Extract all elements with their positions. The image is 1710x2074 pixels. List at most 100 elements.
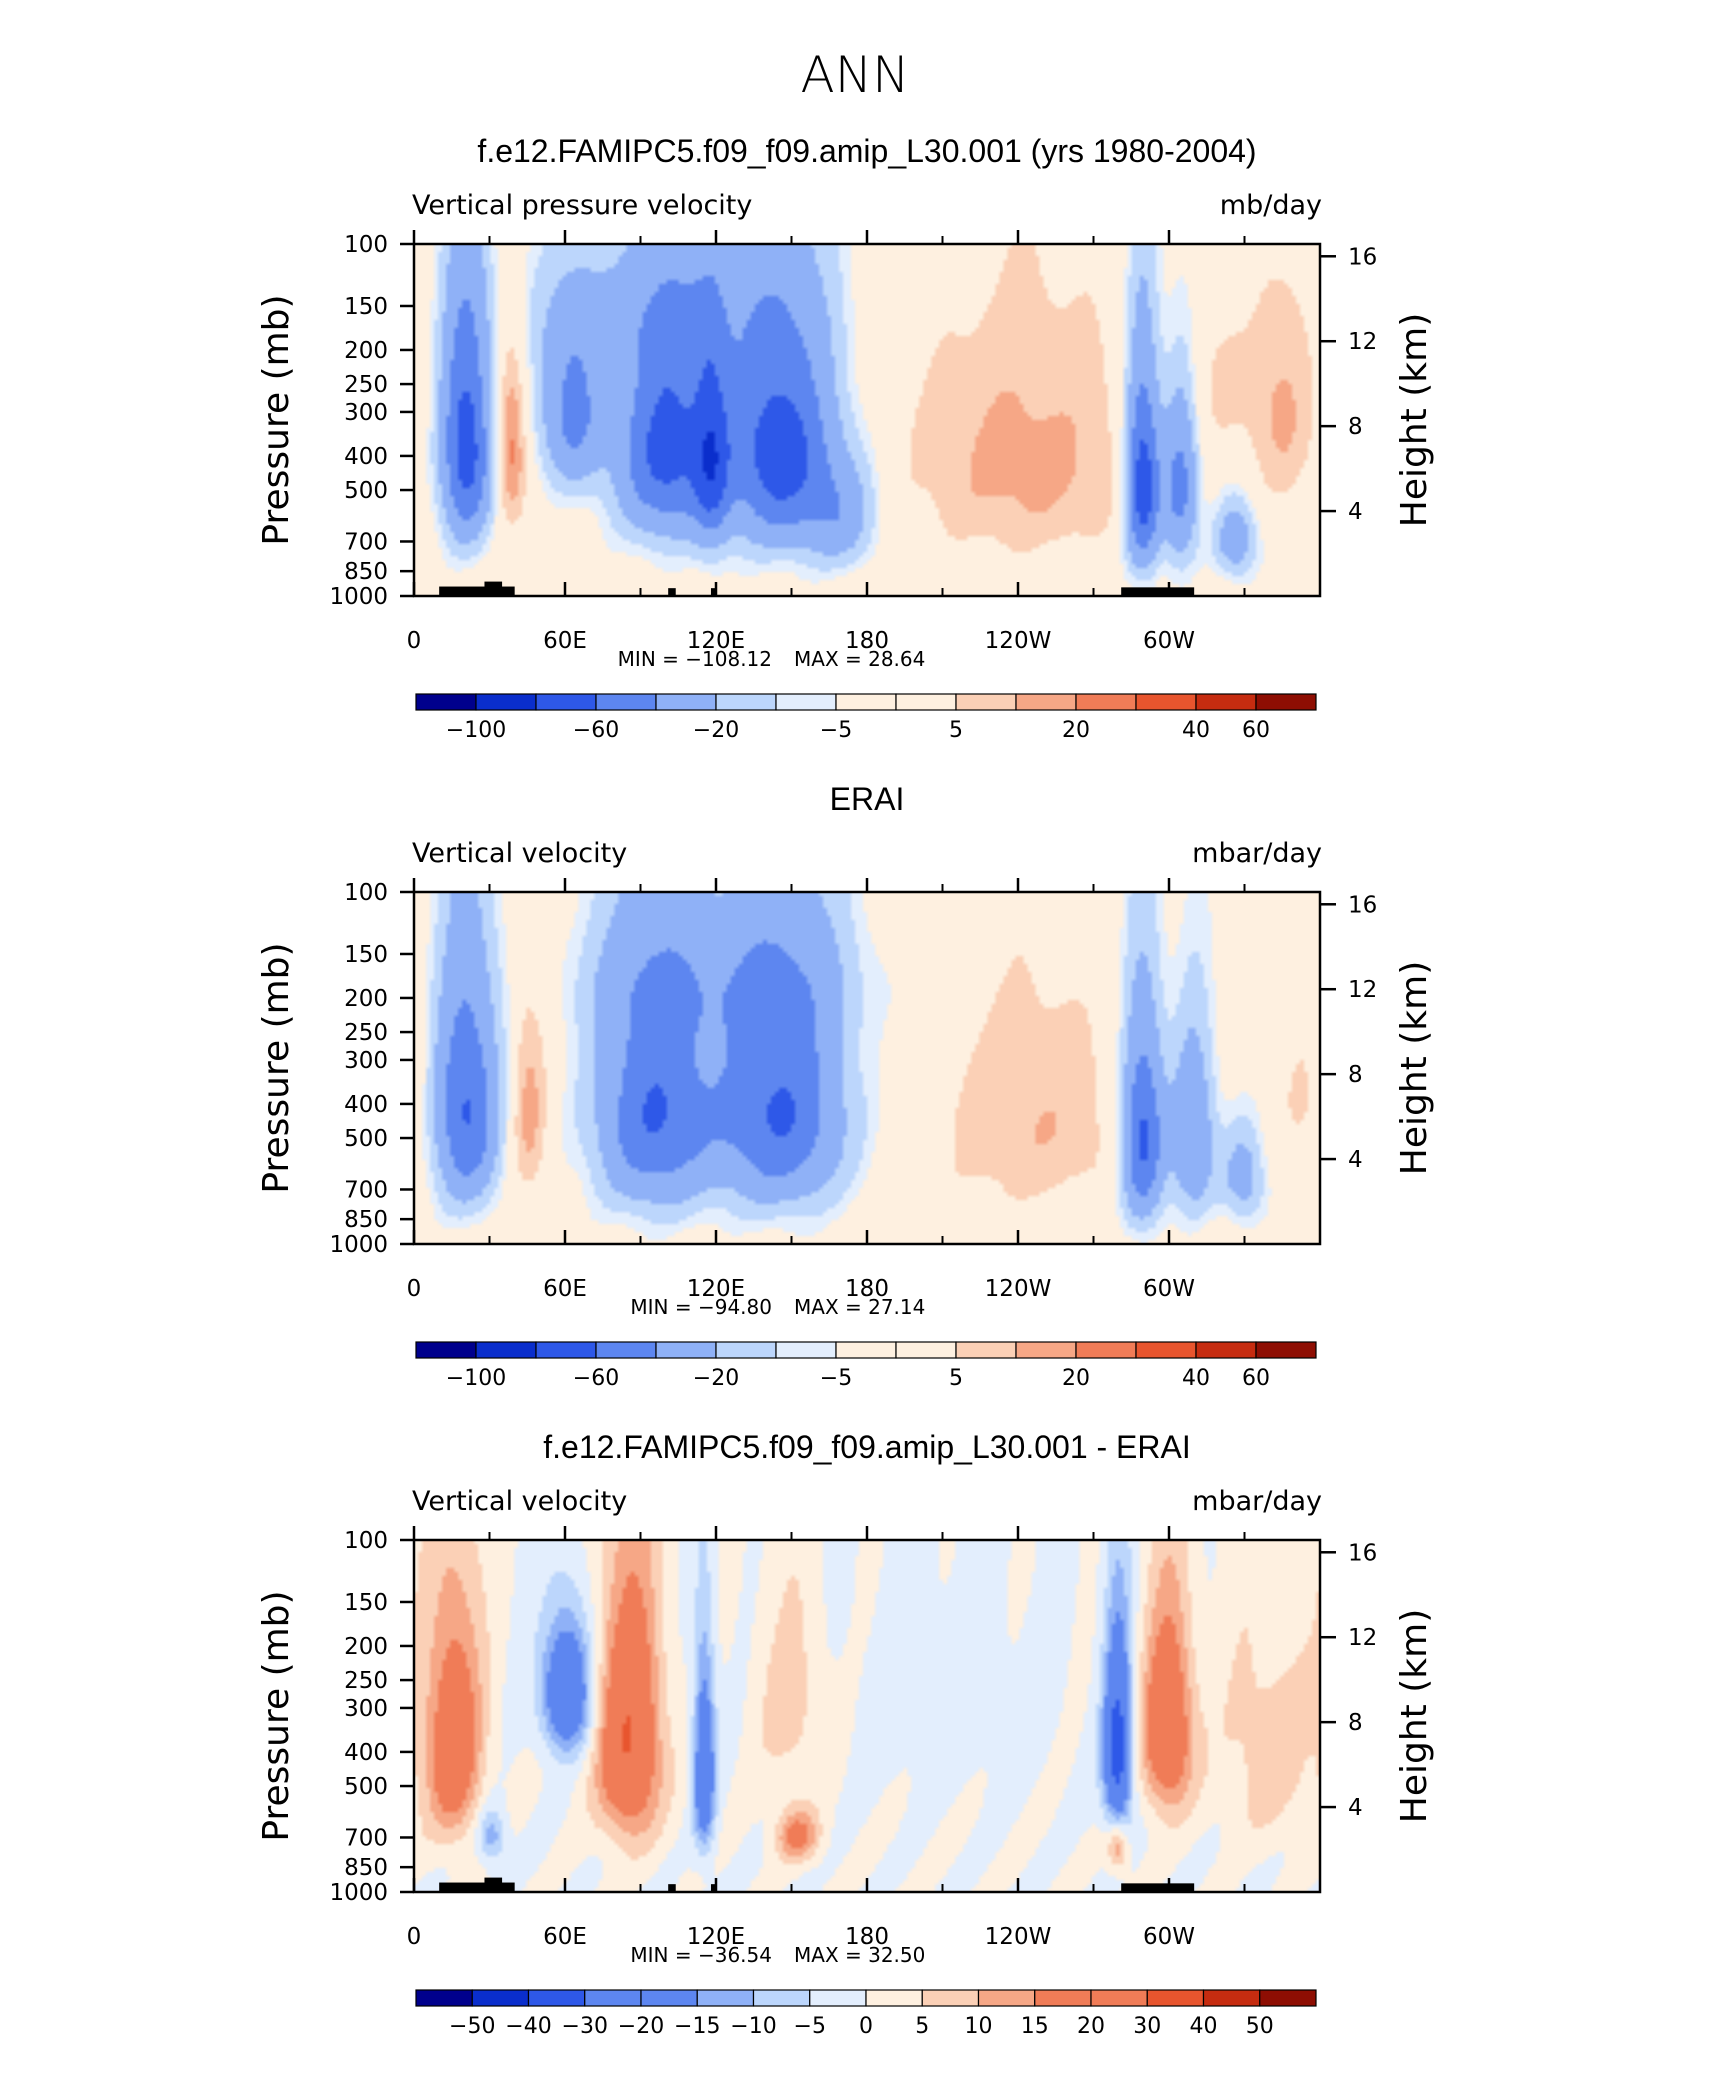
min-label: MIN = −36.54 (630, 1943, 772, 1967)
colorbar-label: 60 (1242, 718, 1270, 743)
colorbar-label: 10 (965, 2014, 993, 2039)
y2-tick-label: 8 (1348, 1710, 1363, 1736)
y-tick-label: 400 (344, 1092, 388, 1118)
x-tick-label: 120E (687, 1924, 745, 1950)
colorbar-swatch (955, 693, 1017, 711)
colorbar-swatch (977, 1989, 1036, 2007)
y-tick-label: 700 (344, 529, 388, 555)
y-axis-label: Pressure (mb) (256, 942, 297, 1193)
colorbar-swatch (1090, 1989, 1148, 2007)
x-tick-label: 180 (845, 628, 889, 654)
y-tick-label: 400 (344, 1740, 388, 1766)
y-tick-label: 250 (344, 372, 388, 398)
terrain-mask (668, 588, 676, 596)
colorbar-swatch (1255, 1341, 1317, 1359)
x-tick-label: 0 (407, 628, 422, 654)
y-tick-label: 850 (344, 559, 388, 585)
colorbar-label: −40 (505, 2014, 551, 2039)
x-tick-label: 120E (687, 1276, 745, 1302)
colorbar-swatch (471, 1989, 530, 2007)
colorbar-label: 60 (1242, 1366, 1270, 1391)
x-tick-label: 60E (543, 1276, 587, 1302)
x-tick-label: 0 (407, 1276, 422, 1302)
y-tick-label: 150 (344, 1590, 388, 1616)
x-tick-label: 60W (1143, 1276, 1195, 1302)
colorbar-swatch (1135, 693, 1197, 711)
colorbar-swatch (1259, 1989, 1317, 2007)
colorbar-label: −15 (674, 2014, 720, 2039)
colorbar-label: −20 (693, 718, 739, 743)
contour-field (414, 244, 1320, 596)
colorbar-label: 0 (859, 2014, 873, 2039)
colorbar-swatch (835, 693, 897, 711)
colorbar-swatch (655, 1341, 717, 1359)
main-title: ANN (800, 46, 909, 104)
max-label: MAX = 28.64 (794, 647, 925, 671)
colorbar-swatch (415, 693, 477, 711)
colorbar-swatch (415, 1341, 477, 1359)
units-label: mbar/day (1192, 1486, 1322, 1517)
y2-tick-label: 12 (1348, 1625, 1377, 1651)
y2-tick-label: 4 (1348, 1795, 1363, 1821)
colorbar-label: 40 (1182, 1366, 1210, 1391)
colorbar-swatch (535, 693, 597, 711)
terrain-mask (710, 1884, 716, 1892)
contour-field (414, 1540, 1320, 1892)
y2-axis-label: Height (km) (1394, 313, 1435, 527)
y-tick-label: 300 (344, 400, 388, 426)
variable-label: Vertical velocity (412, 1486, 627, 1517)
colorbar-swatch (475, 693, 537, 711)
units-label: mbar/day (1192, 838, 1322, 869)
colorbar-swatch (1202, 1989, 1261, 2007)
colorbar-label: 30 (1133, 2014, 1161, 2039)
colorbar-swatch (696, 1989, 755, 2007)
colorbar-swatch (775, 693, 837, 711)
colorbar-label: 20 (1077, 2014, 1105, 2039)
terrain-mask (1121, 1883, 1195, 1892)
x-tick-label: 120W (985, 628, 1052, 654)
colorbar-label: −60 (573, 1366, 619, 1391)
colorbar-label: 40 (1182, 718, 1210, 743)
colorbar-label: −10 (730, 2014, 776, 2039)
x-tick-label: 60W (1143, 628, 1195, 654)
colorbar-swatch (535, 1341, 597, 1359)
colorbar-label: −100 (446, 1366, 506, 1391)
colorbar-swatch (1195, 693, 1257, 711)
x-tick-label: 120W (985, 1276, 1052, 1302)
colorbar-swatch (1146, 1989, 1205, 2007)
y-tick-label: 200 (344, 338, 388, 364)
colorbar-label: −5 (820, 718, 852, 743)
panel-title: ERAI (830, 781, 905, 817)
colorbar-swatch (640, 1989, 698, 2007)
y-tick-label: 500 (344, 1774, 388, 1800)
colorbar-swatch (595, 693, 657, 711)
y-tick-label: 1000 (329, 1232, 388, 1258)
y-tick-label: 400 (344, 444, 388, 470)
colorbar-swatch (1135, 1341, 1197, 1359)
colorbar-label: 20 (1062, 718, 1090, 743)
colorbar-swatch (895, 1341, 957, 1359)
max-label: MAX = 32.50 (794, 1943, 925, 1967)
terrain-mask (668, 1884, 676, 1892)
y-tick-label: 150 (344, 942, 388, 968)
colorbar-swatch (1015, 1341, 1077, 1359)
y2-tick-label: 16 (1348, 244, 1377, 270)
colorbar-swatch (1255, 693, 1317, 711)
terrain-mask (710, 588, 716, 596)
y-axis-label: Pressure (mb) (256, 294, 297, 545)
x-tick-label: 120E (687, 628, 745, 654)
y-tick-label: 150 (344, 294, 388, 320)
y-tick-label: 500 (344, 478, 388, 504)
colorbar-swatch (1075, 1341, 1137, 1359)
x-tick-label: 0 (407, 1924, 422, 1950)
colorbar-label: −5 (794, 2014, 826, 2039)
y-tick-label: 200 (344, 986, 388, 1012)
y2-tick-label: 16 (1348, 892, 1377, 918)
y2-tick-label: 8 (1348, 414, 1363, 440)
x-tick-label: 60E (543, 628, 587, 654)
colorbar-label: −60 (573, 718, 619, 743)
y-tick-label: 200 (344, 1634, 388, 1660)
y-tick-label: 850 (344, 1855, 388, 1881)
y-tick-label: 1000 (329, 1880, 388, 1906)
